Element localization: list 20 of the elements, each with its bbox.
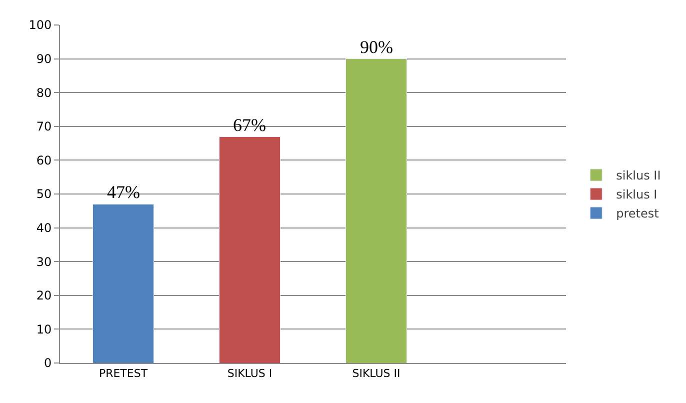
y-tick-label: 90 — [36, 52, 52, 66]
x-tick-label: SIKLUS I — [227, 367, 272, 380]
x-tick-label: PRETEST — [98, 367, 148, 380]
y-tick-label: 50 — [36, 187, 52, 202]
legend-label: siklus I — [616, 188, 658, 202]
y-tick-label: 0 — [44, 356, 52, 370]
data-label: 47% — [107, 182, 140, 202]
y-tick-label: 20 — [36, 288, 52, 303]
legend-label: pretest — [616, 206, 660, 221]
legend-label: siklus II — [616, 168, 661, 183]
y-tick-label: 40 — [36, 221, 52, 235]
data-label: 67% — [233, 115, 266, 135]
y-tick-label: 70 — [36, 120, 52, 134]
y-tick-label: 100 — [28, 18, 52, 32]
data-label: 90% — [360, 37, 393, 57]
x-tick-label: SIKLUS II — [352, 367, 400, 380]
y-tick-label: 80 — [36, 86, 52, 100]
y-tick-label: 10 — [36, 322, 52, 336]
y-tick-label: 30 — [36, 254, 52, 269]
y-tick-label: 60 — [36, 153, 52, 168]
